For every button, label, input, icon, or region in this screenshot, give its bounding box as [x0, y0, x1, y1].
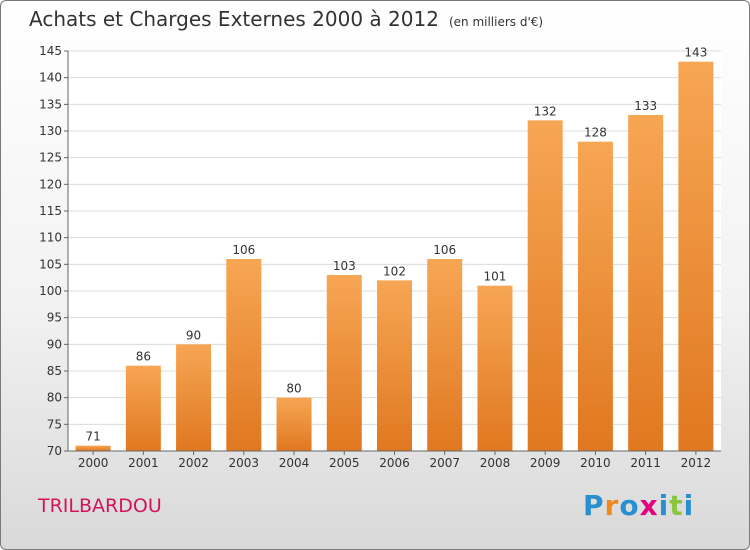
x-tick-label: 2001	[128, 456, 159, 470]
x-tick-label: 2011	[630, 456, 661, 470]
y-tick-label: 80	[47, 391, 62, 405]
y-tick-label: 110	[39, 231, 62, 245]
y-tick-label: 135	[39, 97, 62, 111]
x-tick-label: 2007	[429, 456, 460, 470]
logo-letter: i	[683, 489, 695, 522]
data-label: 128	[584, 126, 607, 140]
commune-name: TRILBARDOU	[38, 495, 162, 517]
data-label: 143	[684, 46, 707, 60]
y-tick-label: 130	[39, 124, 62, 138]
data-label: 101	[484, 270, 507, 284]
logo-letter: o	[619, 489, 640, 522]
bar	[477, 285, 513, 451]
logo-letter: i	[658, 489, 670, 522]
y-tick-label: 85	[47, 364, 62, 378]
data-label: 133	[634, 99, 657, 113]
logo-letter: x	[639, 489, 659, 522]
title-text: Achats et Charges Externes 2000 à 2012	[29, 7, 439, 31]
bar	[678, 61, 714, 452]
x-tick-label: 2003	[229, 456, 260, 470]
logo-letter: P	[583, 489, 605, 522]
data-label: 71	[85, 430, 100, 444]
x-tick-label: 2010	[580, 456, 611, 470]
bar	[176, 344, 212, 451]
bar	[527, 120, 563, 451]
logo-letter: r	[604, 489, 620, 522]
x-tick-label: 2005	[329, 456, 360, 470]
bar	[577, 141, 613, 451]
y-tick-label: 115	[39, 204, 62, 218]
x-tick-label: 2012	[681, 456, 712, 470]
y-tick-label: 140	[39, 71, 62, 85]
data-label: 106	[433, 243, 456, 257]
proxiti-logo[interactable]: Proxiti	[583, 489, 694, 522]
y-tick-label: 90	[47, 337, 62, 351]
y-tick-label: 105	[39, 257, 62, 271]
data-label: 80	[286, 382, 301, 396]
y-tick-label: 100	[39, 284, 62, 298]
data-label: 106	[232, 243, 255, 257]
y-tick-label: 125	[39, 151, 62, 165]
data-label: 102	[383, 264, 406, 278]
bar	[326, 275, 362, 451]
x-tick-label: 2002	[178, 456, 209, 470]
bar	[377, 280, 412, 451]
x-tick-label: 2009	[530, 456, 561, 470]
bar	[226, 259, 262, 451]
x-tick-label: 2000	[78, 456, 109, 470]
y-tick-label: 70	[47, 444, 62, 458]
y-tick-label: 75	[47, 417, 62, 431]
bar	[427, 259, 463, 451]
bar	[75, 445, 111, 451]
x-tick-label: 2006	[379, 456, 410, 470]
y-tick-label: 95	[47, 311, 62, 325]
y-tick-label: 145	[39, 44, 62, 58]
y-tick-label: 120	[39, 177, 62, 191]
data-label: 132	[534, 104, 557, 118]
logo-letter: t	[669, 489, 684, 522]
bar	[276, 397, 312, 451]
bar	[628, 115, 664, 451]
chart-subtitle: (en milliers d'€)	[448, 15, 544, 29]
data-label: 86	[136, 350, 151, 364]
bar	[125, 365, 161, 451]
chart-title: Achats et Charges Externes 2000 à 2012 (e…	[29, 7, 543, 31]
data-label: 90	[186, 328, 201, 342]
x-tick-label: 2008	[480, 456, 511, 470]
data-label: 103	[333, 259, 356, 273]
x-tick-label: 2004	[279, 456, 310, 470]
